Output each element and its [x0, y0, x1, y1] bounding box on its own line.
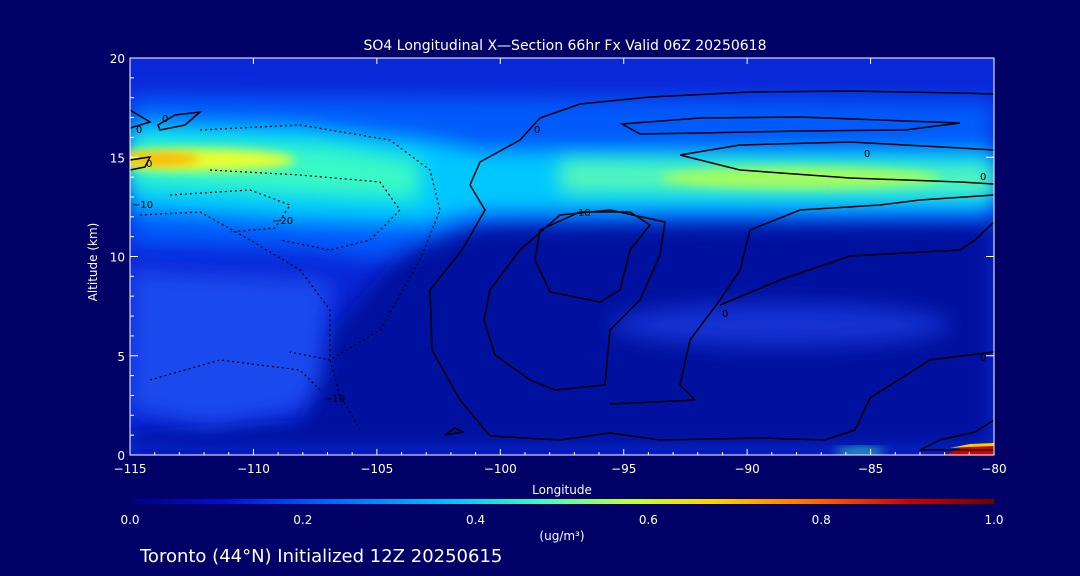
colorbar-units: (ug/m³) — [539, 529, 584, 543]
contour-line — [609, 351, 994, 441]
colorbar-tick-label: 0.4 — [466, 513, 485, 527]
colorbar-tick-label: 0.2 — [293, 513, 312, 527]
contour-line — [719, 221, 994, 306]
x-tick-label: −90 — [734, 462, 759, 476]
contour-line — [444, 427, 466, 436]
chart-title: SO4 Longitudinal X—Section 66hr Fx Valid… — [364, 38, 767, 54]
x-tick-label: −105 — [360, 462, 393, 476]
contour-line — [534, 211, 652, 303]
contour-line — [679, 194, 994, 401]
x-tick-label: −110 — [237, 462, 270, 476]
y-axis: 0 5 10 15 20 — [110, 52, 994, 463]
field-low-region — [130, 200, 994, 450]
contour-label: 10 — [578, 208, 591, 219]
contour-label: 0 — [136, 125, 142, 136]
field-yellow-east — [660, 167, 940, 189]
contour-label: 0 — [980, 353, 986, 364]
contour-line — [130, 109, 152, 129]
contour-label: 0 — [864, 149, 870, 160]
contour-label: 0 — [722, 309, 728, 320]
plot-area: 0 0 0 −10 −20 −10 0 10 0 0 0 0 — [129, 57, 995, 456]
contour-line-negative — [169, 189, 291, 233]
colorbar-tick-label: 1.0 — [984, 513, 1003, 527]
colorbar-tick-label: 0.0 — [120, 513, 139, 527]
contour-line — [157, 110, 203, 131]
x-tick-label: −95 — [611, 462, 636, 476]
colorbar-tick-label: 0.8 — [812, 513, 831, 527]
colorbar-ticks: 0.0 0.2 0.4 0.6 0.8 1.0 — [120, 513, 1003, 527]
contour-line-negative — [139, 211, 331, 360]
contour-label: −20 — [272, 216, 293, 227]
colorbar-gradient — [130, 499, 994, 504]
contour-line — [679, 154, 994, 185]
colorbar: 0.0 0.2 0.4 0.6 0.8 1.0 (ug/m³) — [120, 499, 1004, 543]
contour-label: 0 — [534, 125, 540, 136]
x-tick-label: −85 — [858, 462, 883, 476]
contour-line — [919, 419, 994, 451]
contour-line — [609, 399, 696, 405]
field-surface-yellow — [950, 443, 994, 448]
contour-label-group: 0 0 0 −10 −20 −10 0 10 0 0 0 0 — [132, 114, 986, 405]
contour-line — [519, 90, 994, 141]
x-tick-label: −80 — [981, 462, 1006, 476]
y-tick-label: 0 — [117, 449, 125, 463]
field-mid-east-patch — [610, 303, 950, 347]
concentration-field — [130, 95, 994, 455]
contour-line — [429, 139, 611, 441]
contour-line-negative — [149, 359, 321, 391]
contour-label: 0 — [162, 114, 168, 125]
contour-line — [619, 116, 961, 135]
contour-label: 0 — [980, 172, 986, 183]
contour-line — [483, 209, 666, 391]
y-tick-label: 5 — [117, 350, 125, 364]
footer-caption: Toronto (44°N) Initialized 12Z 20250615 — [139, 546, 502, 567]
field-lower-left-plume — [130, 270, 330, 425]
y-tick-label: 20 — [110, 52, 125, 66]
contour-line — [130, 156, 152, 171]
x-tick-label: −100 — [484, 462, 517, 476]
contour-lines-negative — [139, 124, 441, 431]
colorbar-tick-label: 0.6 — [639, 513, 658, 527]
y-tick-label: 15 — [110, 151, 125, 165]
x-axis-title: Longitude — [532, 483, 592, 497]
contour-line-negative — [209, 169, 401, 251]
contour-line-negative — [329, 359, 361, 431]
contour-line — [679, 141, 994, 156]
contour-label: −10 — [132, 200, 153, 211]
contour-line-negative — [199, 124, 441, 361]
x-tick-label: −115 — [114, 462, 147, 476]
field-surface-cyan — [835, 449, 885, 455]
contour-label: 0 — [146, 159, 152, 170]
contour-lines — [130, 90, 994, 451]
contour-label: −10 — [324, 394, 345, 405]
y-tick-label: 10 — [110, 251, 125, 265]
y-axis-title: Altitude (km) — [86, 223, 100, 302]
x-axis: −115 −110 −105 −100 −95 −90 −85 −80 — [114, 58, 1007, 476]
